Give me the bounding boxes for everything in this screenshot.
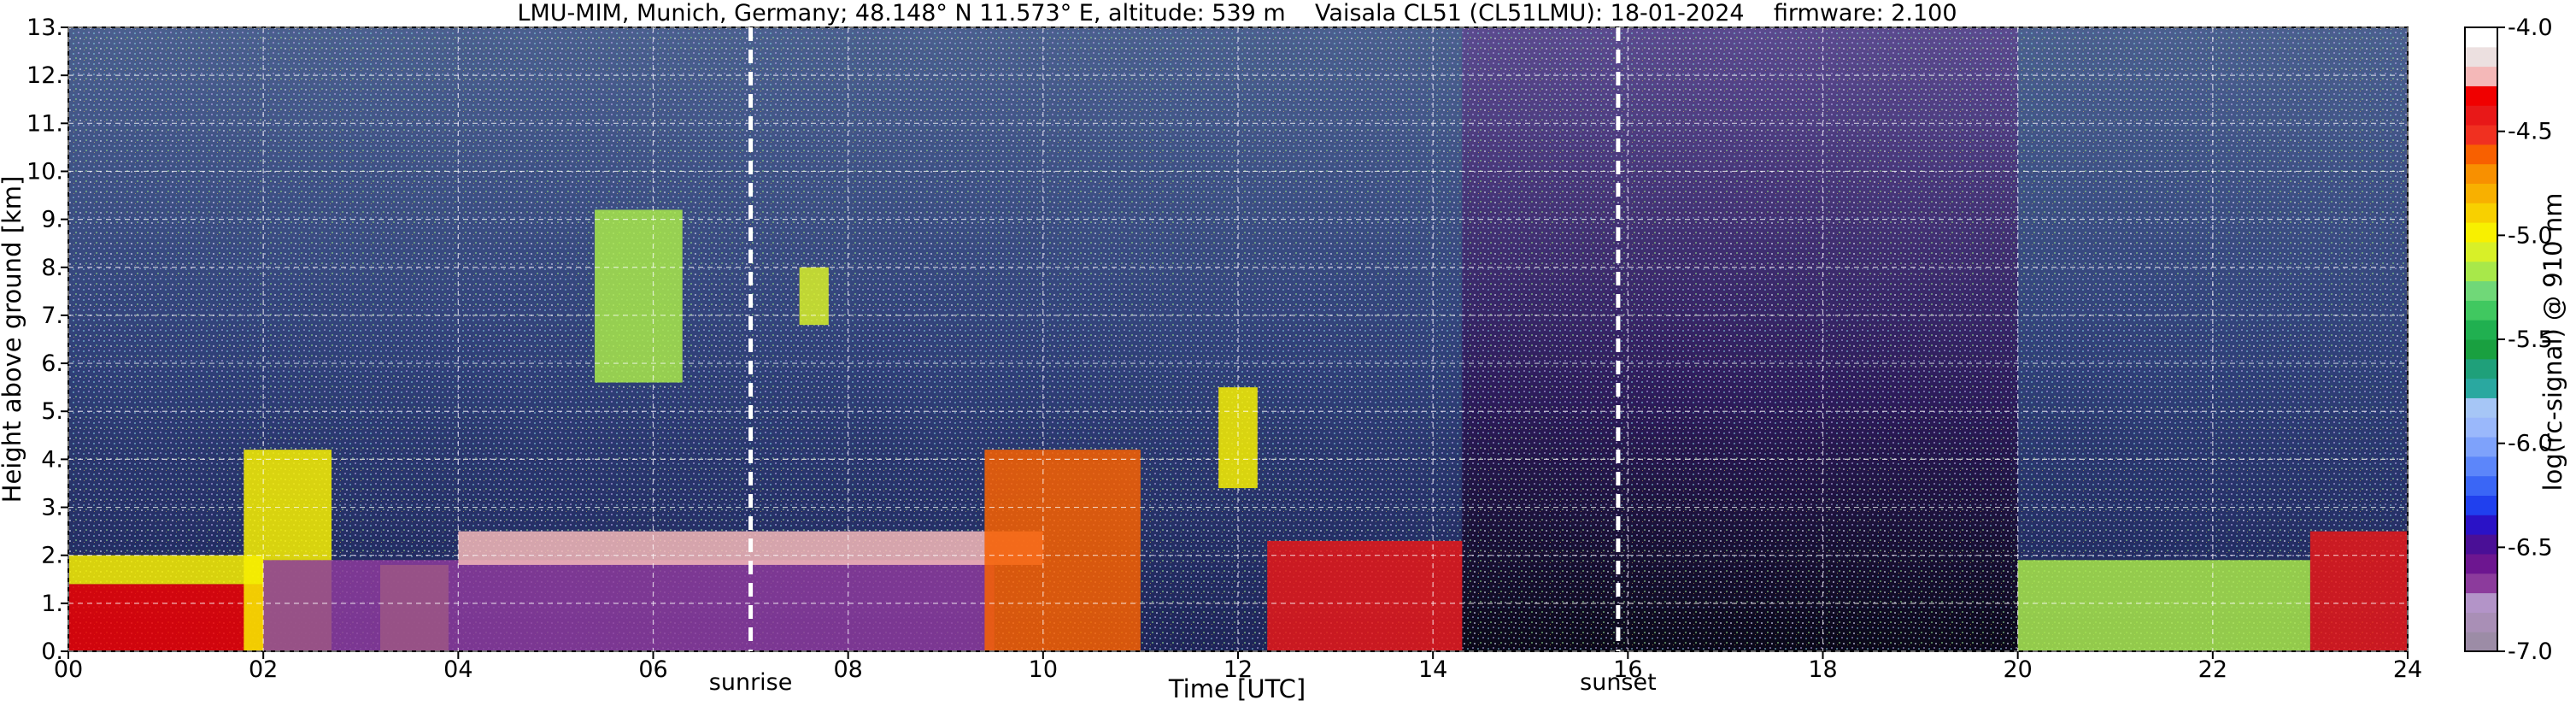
colorbar-segment — [2465, 612, 2497, 632]
feature-aerosol-layer-top-1 — [68, 555, 264, 585]
colorbar-segment — [2465, 397, 2497, 418]
colorbar-segment — [2465, 553, 2497, 574]
colorbar-segment — [2465, 183, 2497, 203]
y-tick-label: 9. — [41, 207, 63, 233]
colorbar-segment — [2465, 358, 2497, 379]
y-tick-label: 7. — [41, 303, 63, 329]
colorbar-segment — [2465, 27, 2497, 48]
x-tick-label: 06 — [638, 656, 667, 683]
y-tick-label: 11. — [26, 110, 63, 137]
colorbar-segment — [2465, 573, 2497, 594]
colorbar-segment — [2465, 339, 2497, 360]
y-axis: 0. 1. 2. 3. 4. 5. 6. 7. 8. 9. 10. 11. 12. 13. — [26, 15, 68, 665]
colorbar-tick-label: -4.5 — [2508, 119, 2553, 145]
colorbar-segment — [2465, 222, 2497, 243]
colorbar-segment — [2465, 280, 2497, 301]
colorbar-segment — [2465, 378, 2497, 398]
colorbar-segment — [2465, 105, 2497, 126]
y-tick-label: 10. — [26, 158, 63, 185]
x-axis: 00 02 04 06 08 10 12 14 16 18 20 22 24 — [54, 651, 2422, 683]
feature-cloud-8 — [984, 450, 1141, 651]
y-tick-label: 13. — [26, 15, 63, 41]
x-tick-label: 24 — [2393, 656, 2422, 683]
colorbar-segment — [2465, 456, 2497, 477]
colorbar-segment — [2465, 125, 2497, 145]
x-tick-label: 16 — [1613, 656, 1642, 683]
feature-cirrus-7 — [799, 267, 829, 326]
colorbar-segment — [2465, 85, 2497, 106]
x-tick-label: 02 — [249, 656, 278, 683]
colorbar-segment — [2465, 144, 2497, 165]
colorbar-tick-label: -6.0 — [2508, 431, 2553, 457]
y-tick-label: 6. — [41, 350, 63, 377]
grid-layer — [67, 26, 2409, 652]
y-tick-label: 2. — [41, 543, 63, 569]
colorbar-tick-label: -4.0 — [2508, 15, 2553, 41]
x-tick-label: 04 — [443, 656, 472, 683]
x-tick-label: 22 — [2198, 656, 2227, 683]
colorbar-label: log(rc-signal) @ 910 nm — [2538, 193, 2567, 491]
sunset-label: sunset — [1580, 669, 1657, 696]
feature-surface-aerosol-layer-10 — [1267, 540, 1463, 651]
colorbar-tick-label: -6.5 — [2508, 534, 2553, 561]
y-tick-label: 4. — [41, 446, 63, 473]
colorbar-segment — [2465, 241, 2497, 262]
colorbar-segment — [2465, 66, 2497, 86]
colorbar-segment — [2465, 437, 2497, 457]
colorbar-tick-label: -5.0 — [2508, 222, 2553, 249]
colorbar: -4.0 -4.5 -5.0 -5.5 -6.0 -6.5 -7.0 — [2464, 15, 2553, 665]
colorbar-segment — [2465, 632, 2497, 652]
colorbar-segment — [2465, 515, 2497, 535]
x-axis-label: Time [UTC] — [1168, 674, 1306, 703]
y-tick-label: 12. — [26, 62, 63, 89]
x-tick-label: 18 — [1808, 656, 1837, 683]
chart-title: LMU-MIM, Munich, Germany; 48.148° N 11.5… — [517, 0, 1957, 26]
colorbar-tick-label: -7.0 — [2508, 638, 2553, 665]
colorbar-segment — [2465, 163, 2497, 184]
y-axis-label: Height above ground [km] — [0, 176, 26, 503]
colorbar-segment — [2465, 46, 2497, 68]
feature-surface-aerosol-layer-0 — [68, 584, 264, 651]
feature-layer-4 — [263, 560, 995, 651]
x-tick-label: 20 — [2003, 656, 2032, 683]
colorbar-segment — [2465, 495, 2497, 515]
y-tick-label: 8. — [41, 255, 63, 281]
feature-cirrus-6 — [595, 209, 683, 383]
colorbar-tick-label: -5.5 — [2508, 327, 2553, 353]
y-tick-label: 3. — [41, 495, 63, 521]
y-tick-label: 1. — [41, 591, 63, 617]
y-tick-label: 0. — [41, 638, 63, 665]
x-tick-label: 08 — [833, 656, 862, 683]
feature-surface-aerosol-layer-12 — [2309, 531, 2408, 651]
events-layer: sunrise sunset — [709, 27, 1657, 696]
x-tick-label: 14 — [1418, 656, 1447, 683]
colorbar-segment — [2465, 534, 2497, 555]
feature-surface-aerosol-layer-11 — [2017, 560, 2310, 651]
colorbar-segment — [2465, 300, 2497, 321]
y-tick-label: 5. — [41, 398, 63, 425]
x-tick-label: 12 — [1223, 656, 1253, 683]
colorbar-segment — [2465, 592, 2497, 613]
x-tick-label: 10 — [1029, 656, 1058, 683]
colorbar-segment — [2465, 203, 2497, 223]
colorbar-segment — [2465, 261, 2497, 282]
colorbar-segment — [2465, 475, 2497, 496]
colorbar-segment — [2465, 417, 2497, 438]
sunrise-label: sunrise — [709, 669, 793, 696]
x-tick-label: 00 — [54, 656, 83, 683]
colorbar-segment — [2465, 320, 2497, 340]
